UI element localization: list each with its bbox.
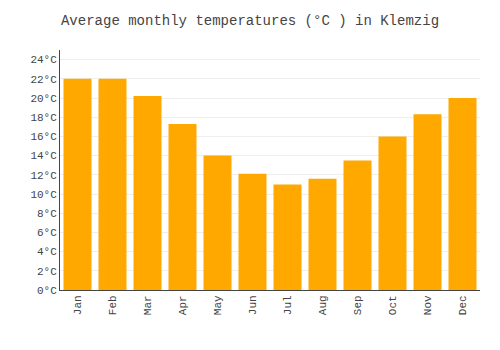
svg-text:Aug: Aug [317, 295, 329, 315]
svg-text:Oct: Oct [387, 295, 399, 315]
svg-text:Jul: Jul [282, 295, 294, 315]
svg-text:Dec: Dec [457, 295, 469, 315]
svg-text:2°C: 2°C [37, 266, 57, 278]
svg-text:8°C: 8°C [37, 208, 57, 220]
svg-text:16°C: 16°C [30, 131, 57, 143]
svg-text:May: May [212, 295, 224, 315]
svg-text:20°C: 20°C [30, 93, 57, 105]
svg-text:6°C: 6°C [37, 227, 57, 239]
svg-text:22°C: 22°C [30, 74, 57, 86]
svg-text:Jun: Jun [247, 295, 259, 315]
svg-text:10°C: 10°C [30, 189, 57, 201]
svg-text:18°C: 18°C [30, 112, 57, 124]
svg-text:Mar: Mar [142, 295, 154, 315]
svg-text:Jan: Jan [72, 295, 84, 315]
svg-text:Nov: Nov [422, 295, 434, 315]
svg-text:Feb: Feb [107, 295, 119, 315]
svg-text:12°C: 12°C [30, 170, 57, 182]
svg-text:0°C: 0°C [37, 285, 57, 297]
svg-text:24°C: 24°C [30, 54, 57, 66]
svg-text:Average monthly temperatures (: Average monthly temperatures (°C ) in Kl… [61, 13, 439, 29]
svg-text:Apr: Apr [177, 295, 189, 315]
svg-text:4°C: 4°C [37, 246, 57, 258]
svg-text:14°C: 14°C [30, 150, 57, 162]
svg-text:Sep: Sep [352, 295, 364, 315]
